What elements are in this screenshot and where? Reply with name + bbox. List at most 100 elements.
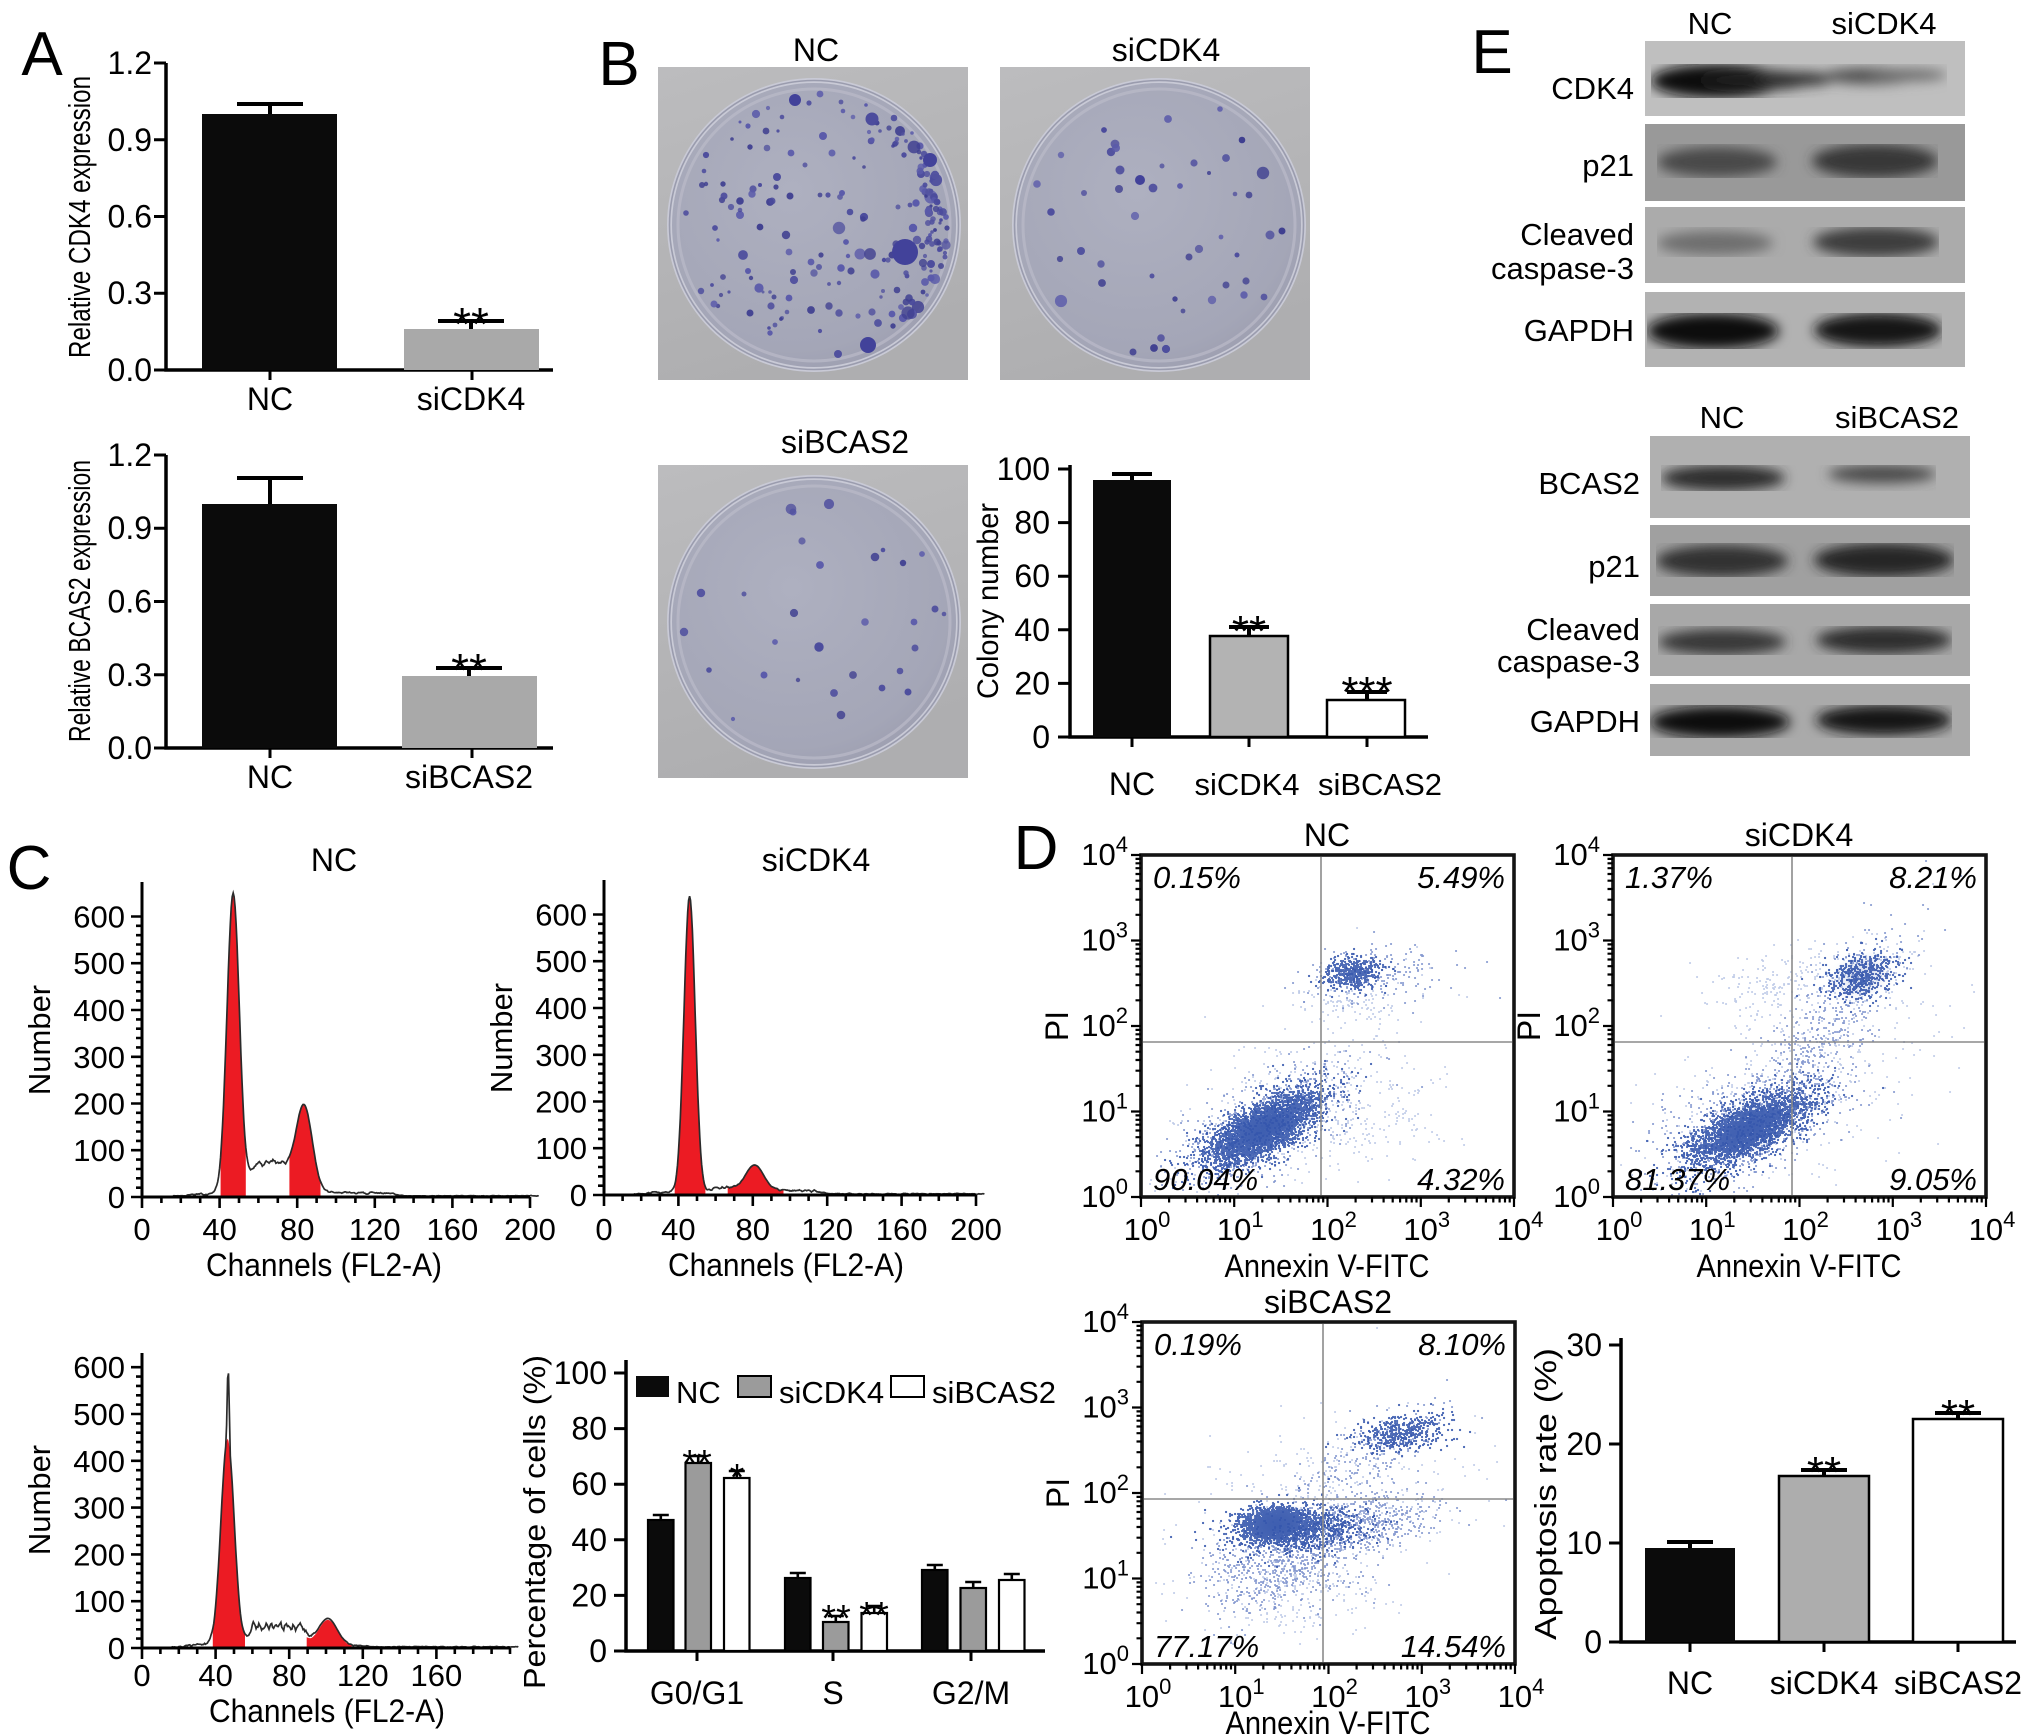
- svg-text:400: 400: [535, 991, 587, 1026]
- svg-text:G0/G1: G0/G1: [650, 1675, 744, 1711]
- svg-text:NC: NC: [247, 759, 293, 795]
- svg-text:80: 80: [280, 1212, 314, 1247]
- svg-text:120: 120: [349, 1212, 401, 1247]
- svg-text:20: 20: [1566, 1426, 1602, 1462]
- svg-text:14.54%: 14.54%: [1401, 1629, 1506, 1664]
- svg-text:100: 100: [1082, 1641, 1129, 1681]
- svg-text:104: 104: [1969, 1207, 2016, 1247]
- svg-text:102: 102: [1081, 1003, 1128, 1043]
- svg-text:101: 101: [1553, 1089, 1600, 1129]
- svg-text:NC: NC: [1667, 1665, 1713, 1701]
- svg-text:160: 160: [427, 1212, 479, 1247]
- svg-text:80: 80: [571, 1411, 607, 1447]
- svg-text:160: 160: [411, 1658, 463, 1693]
- svg-text:600: 600: [73, 900, 125, 935]
- svg-text:100: 100: [554, 1355, 607, 1391]
- svg-text:siCDK4: siCDK4: [779, 1375, 884, 1410]
- svg-text:siCDK4: siCDK4: [1194, 767, 1299, 802]
- svg-text:p21: p21: [1582, 148, 1634, 183]
- svg-text:103: 103: [1082, 1385, 1129, 1425]
- svg-text:300: 300: [73, 1491, 125, 1526]
- svg-text:40: 40: [571, 1522, 607, 1558]
- svg-text:101: 101: [1082, 1556, 1129, 1596]
- svg-text:0.3: 0.3: [108, 275, 152, 311]
- svg-text:siBCAS2: siBCAS2: [1894, 1665, 2022, 1701]
- svg-text:Relative CDK4 expression: Relative CDK4 expression: [62, 76, 97, 358]
- svg-text:100: 100: [1124, 1207, 1171, 1247]
- svg-text:81.37%: 81.37%: [1625, 1162, 1730, 1197]
- svg-text:30: 30: [1566, 1327, 1602, 1363]
- svg-text:*: *: [730, 1457, 745, 1499]
- svg-text:8.21%: 8.21%: [1889, 860, 1977, 895]
- svg-text:siBCAS2: siBCAS2: [1318, 767, 1442, 802]
- svg-text:p21: p21: [1588, 549, 1640, 584]
- svg-text:GAPDH: GAPDH: [1524, 313, 1634, 348]
- svg-text:**: **: [1232, 607, 1266, 656]
- svg-text:100: 100: [1125, 1674, 1172, 1714]
- svg-text:siBCAS2: siBCAS2: [405, 759, 533, 795]
- svg-text:Annexin V-FITC: Annexin V-FITC: [1225, 1248, 1430, 1284]
- svg-text:1.37%: 1.37%: [1625, 860, 1713, 895]
- svg-text:100: 100: [73, 1584, 125, 1619]
- svg-text:600: 600: [535, 898, 587, 933]
- svg-text:siBCAS2: siBCAS2: [932, 1375, 1056, 1410]
- svg-text:GAPDH: GAPDH: [1530, 704, 1640, 739]
- svg-text:600: 600: [73, 1350, 125, 1385]
- svg-text:Cleaved: Cleaved: [1526, 612, 1640, 647]
- svg-text:NC: NC: [1700, 400, 1745, 435]
- svg-text:100: 100: [73, 1133, 125, 1168]
- svg-text:0.15%: 0.15%: [1153, 860, 1241, 895]
- svg-text:103: 103: [1081, 918, 1128, 958]
- svg-text:80: 80: [736, 1212, 770, 1247]
- svg-text:0: 0: [595, 1212, 612, 1247]
- svg-text:**: **: [451, 644, 487, 696]
- svg-text:102: 102: [1553, 1003, 1600, 1043]
- svg-text:PI: PI: [1511, 1011, 1547, 1041]
- svg-text:102: 102: [1310, 1207, 1357, 1247]
- svg-text:Number: Number: [22, 1445, 57, 1555]
- svg-text:Annexin V-FITC: Annexin V-FITC: [1226, 1705, 1431, 1736]
- svg-text:Cleaved: Cleaved: [1520, 217, 1634, 252]
- svg-text:100: 100: [535, 1131, 587, 1166]
- svg-text:104: 104: [1081, 832, 1128, 872]
- svg-text:0.6: 0.6: [108, 199, 152, 235]
- svg-text:90.04%: 90.04%: [1153, 1162, 1258, 1197]
- svg-text:40: 40: [661, 1212, 695, 1247]
- svg-text:NC: NC: [1688, 6, 1733, 41]
- svg-text:siCDK4: siCDK4: [1831, 6, 1936, 41]
- svg-text:**: **: [1807, 1448, 1841, 1497]
- svg-text:0: 0: [1584, 1624, 1602, 1660]
- svg-text:NC: NC: [793, 32, 839, 68]
- svg-text:0.3: 0.3: [108, 657, 152, 693]
- svg-text:G2/M: G2/M: [932, 1675, 1010, 1711]
- svg-text:4.32%: 4.32%: [1417, 1162, 1505, 1197]
- svg-text:5.49%: 5.49%: [1417, 860, 1505, 895]
- svg-text:PI: PI: [1039, 1011, 1075, 1041]
- svg-text:NC: NC: [311, 842, 357, 878]
- svg-text:0: 0: [589, 1633, 607, 1669]
- svg-text:Apoptosis rate (%): Apoptosis rate (%): [1528, 1348, 1563, 1640]
- svg-text:400: 400: [73, 993, 125, 1028]
- svg-text:Channels (FL2-A): Channels (FL2-A): [668, 1247, 904, 1283]
- svg-text:80: 80: [272, 1658, 306, 1693]
- svg-text:60: 60: [571, 1466, 607, 1502]
- svg-text:Percentage of cells (%): Percentage of cells (%): [517, 1355, 552, 1689]
- svg-text:BCAS2: BCAS2: [1538, 466, 1640, 501]
- svg-text:120: 120: [801, 1212, 853, 1247]
- svg-text:200: 200: [535, 1085, 587, 1120]
- svg-text:**: **: [682, 1443, 712, 1485]
- svg-text:caspase-3: caspase-3: [1491, 251, 1634, 286]
- svg-text:**: **: [821, 1598, 851, 1640]
- svg-text:Channels (FL2-A): Channels (FL2-A): [206, 1247, 442, 1283]
- svg-text:Number: Number: [484, 983, 519, 1093]
- svg-text:77.17%: 77.17%: [1154, 1629, 1259, 1664]
- svg-text:60: 60: [1014, 558, 1050, 594]
- svg-text:CDK4: CDK4: [1551, 71, 1634, 106]
- svg-text:300: 300: [73, 1040, 125, 1075]
- svg-text:101: 101: [1217, 1207, 1264, 1247]
- svg-text:0: 0: [133, 1212, 150, 1247]
- svg-text:0.9: 0.9: [108, 122, 152, 158]
- svg-text:NC: NC: [1304, 817, 1350, 853]
- svg-text:NC: NC: [676, 1375, 721, 1410]
- svg-text:Annexin V-FITC: Annexin V-FITC: [1697, 1248, 1902, 1284]
